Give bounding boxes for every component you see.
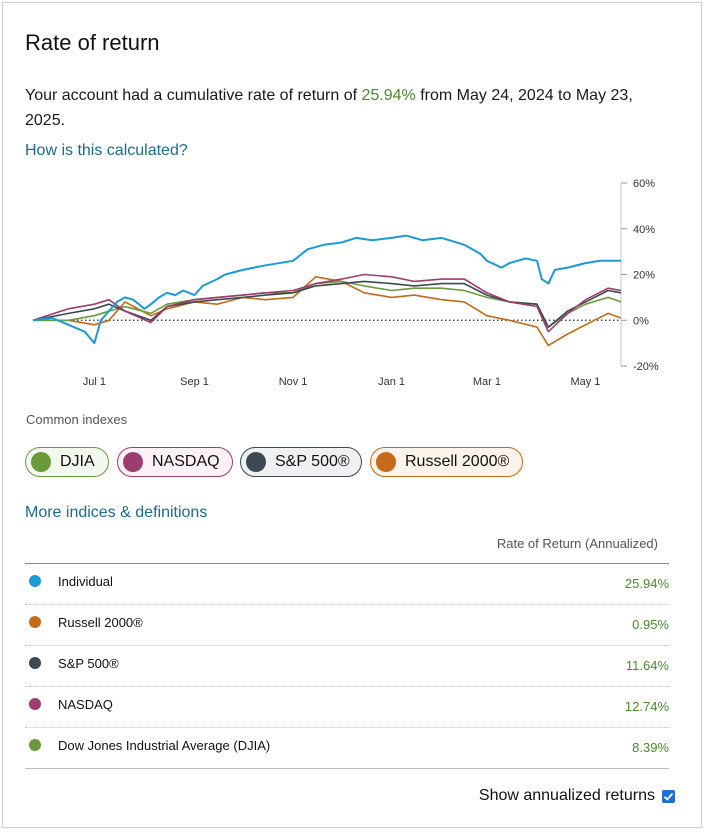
x-tick-label: Sep 1 bbox=[180, 376, 209, 388]
x-tick-label: Nov 1 bbox=[279, 376, 308, 388]
chip-nasdaq[interactable]: NASDAQ bbox=[117, 447, 233, 477]
row-value: 0.95% bbox=[632, 617, 669, 632]
chip-label: DJIA bbox=[60, 453, 95, 470]
row-value: 11.64% bbox=[625, 658, 669, 673]
russell-dot-icon bbox=[376, 452, 396, 472]
summary-prefix: Your account had a cumulative rate of re… bbox=[25, 87, 362, 104]
series-line-nasdaq bbox=[32, 273, 622, 333]
chip-djia[interactable]: DJIA bbox=[25, 447, 109, 477]
y-tick-label: 20% bbox=[633, 270, 655, 282]
table-row: Individual 25.94% bbox=[25, 564, 669, 605]
how-calculated-link[interactable]: How is this calculated? bbox=[25, 142, 188, 159]
row-name: S&P 500® bbox=[58, 656, 119, 671]
table-row: S&P 500® 11.64% bbox=[25, 646, 669, 687]
row-name: NASDAQ bbox=[58, 697, 113, 712]
table-row: NASDAQ 12.74% bbox=[25, 687, 669, 728]
table-column-header: Rate of Return (Annualized) bbox=[496, 536, 658, 551]
djia-dot-icon bbox=[31, 452, 51, 472]
return-summary: Your account had a cumulative rate of re… bbox=[25, 83, 665, 133]
row-value: 8.39% bbox=[632, 740, 669, 755]
summary-suffix: from May 24, 2024 to May 23, 2025. bbox=[25, 87, 633, 129]
table-row: Russell 2000® 0.95% bbox=[25, 605, 669, 646]
series-line-russell-2000- bbox=[33, 276, 622, 347]
series-dot-icon bbox=[29, 657, 41, 669]
table-row: Dow Jones Industrial Average (DJIA) 8.39… bbox=[25, 728, 669, 769]
nasdaq-dot-icon bbox=[123, 452, 143, 472]
sp500-dot-icon bbox=[246, 452, 266, 472]
series-dot-icon bbox=[29, 575, 41, 587]
row-name: Individual bbox=[58, 574, 113, 589]
y-tick-label: -20% bbox=[633, 361, 659, 373]
chip-sp500[interactable]: S&P 500® bbox=[240, 447, 362, 477]
series-dot-icon bbox=[29, 616, 41, 628]
chip-russell-2000[interactable]: Russell 2000® bbox=[370, 447, 523, 477]
x-tick-label: Jan 1 bbox=[378, 376, 405, 388]
chip-label: Russell 2000® bbox=[405, 453, 510, 470]
x-tick-label: May 1 bbox=[570, 376, 600, 388]
checkmark-icon bbox=[663, 792, 674, 801]
row-name: Dow Jones Industrial Average (DJIA) bbox=[58, 738, 271, 753]
row-name: Russell 2000® bbox=[58, 615, 143, 630]
show-annualized-toggle[interactable]: Show annualized returns bbox=[479, 787, 675, 805]
y-tick-label: 40% bbox=[633, 224, 655, 236]
x-tick-label: Mar 1 bbox=[473, 376, 501, 388]
summary-pct: 25.94% bbox=[361, 87, 416, 104]
annualized-checkbox[interactable] bbox=[662, 789, 675, 803]
page-title: Rate of return bbox=[25, 30, 160, 55]
return-chart-svg: 60% 40% 20% 0% -20% Jul 1 Sep 1 Nov 1 Jan 1 Mar 1… bbox=[32, 178, 659, 388]
returns-table: Individual 25.94% Russell 2000® 0.95% S&… bbox=[25, 563, 669, 769]
chip-label: S&P 500® bbox=[275, 453, 350, 470]
common-indexes-label: Common indexes bbox=[26, 412, 128, 427]
return-chart: 60% 40% 20% 0% -20% Jul 1 Sep 1 Nov 1 Jan 1 Mar 1… bbox=[3, 168, 707, 393]
chip-label: NASDAQ bbox=[152, 453, 220, 470]
series-line-individual bbox=[32, 234, 621, 345]
row-value: 25.94% bbox=[624, 576, 669, 591]
x-tick-label: Jul 1 bbox=[83, 376, 106, 388]
row-value: 12.74% bbox=[624, 699, 669, 714]
series-dot-icon bbox=[29, 739, 41, 751]
show-annualized-label: Show annualized returns bbox=[478, 787, 655, 804]
series-dot-icon bbox=[29, 698, 41, 710]
more-indices-link[interactable]: More indices & definitions bbox=[25, 504, 208, 521]
y-tick-label: 60% bbox=[633, 178, 655, 190]
y-tick-label: 0% bbox=[633, 315, 649, 327]
